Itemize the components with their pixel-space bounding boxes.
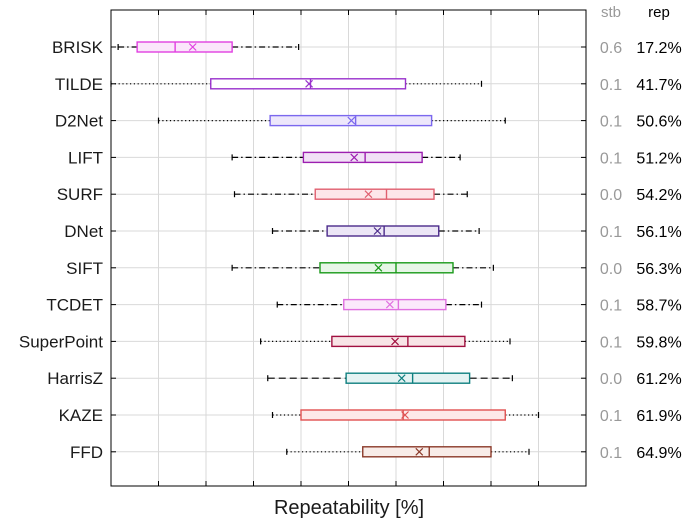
iqr-box xyxy=(331,335,466,348)
iqr-box xyxy=(136,41,233,53)
category-label: TCDET xyxy=(46,296,103,315)
category-label: BRISK xyxy=(52,38,104,57)
box-tcdet xyxy=(276,298,483,311)
category-label: TILDE xyxy=(55,75,103,94)
stb-value: 0.0 xyxy=(600,261,622,278)
iqr-box xyxy=(345,372,471,384)
mean-marker xyxy=(305,79,313,88)
category-label: D2Net xyxy=(55,112,103,131)
mean-marker xyxy=(391,337,399,346)
box-kaze xyxy=(271,409,540,421)
axis-ticks xyxy=(111,10,586,486)
boxplot-series xyxy=(110,41,540,458)
stb-value: 0.1 xyxy=(600,334,622,351)
mean-marker xyxy=(374,263,383,272)
stb-value: 0.1 xyxy=(600,408,622,425)
mean-marker xyxy=(415,447,424,456)
rep-value: 17.2% xyxy=(636,40,681,57)
mean-marker xyxy=(350,153,359,162)
box-ffd xyxy=(286,446,530,458)
iqr-box xyxy=(362,446,492,458)
rep-value: 56.1% xyxy=(636,224,681,241)
category-label: DNet xyxy=(64,222,103,241)
mean-marker xyxy=(364,190,373,199)
category-label: SURF xyxy=(57,185,103,204)
box-sift xyxy=(231,262,494,274)
mean-marker xyxy=(373,227,382,235)
category-label: SIFT xyxy=(66,259,103,278)
category-label: FFD xyxy=(70,443,103,462)
stats-columns: stb rep 0.6 17.2% 0.1 41.7% 0.1 50.6% 0.1 51.2%… xyxy=(600,4,682,462)
category-label: LIFT xyxy=(68,148,103,167)
rep-value: 56.3% xyxy=(636,261,681,278)
iqr-box xyxy=(302,151,423,164)
rep-value: 54.2% xyxy=(636,187,681,204)
category-label: KAZE xyxy=(59,406,103,425)
iqr-box xyxy=(314,188,435,200)
box-surf xyxy=(233,188,468,200)
mean-marker xyxy=(385,300,394,309)
stb-value: 0.1 xyxy=(600,150,622,167)
mean-marker xyxy=(347,116,356,125)
rep-value: 58.7% xyxy=(636,298,681,315)
rep-column-header: rep xyxy=(648,4,670,21)
stb-value: 0.0 xyxy=(600,371,622,388)
box-lift xyxy=(231,151,461,164)
rep-value: 41.7% xyxy=(636,77,681,94)
stb-value: 0.1 xyxy=(600,224,622,241)
box-harrisz xyxy=(267,372,513,384)
rep-value: 64.9% xyxy=(636,445,681,462)
rep-value: 51.2% xyxy=(636,150,681,167)
stb-value: 0.0 xyxy=(600,187,622,204)
box-brisk xyxy=(117,41,300,53)
category-label: HarrisZ xyxy=(47,369,103,388)
box-dnet xyxy=(271,225,480,237)
rep-value: 61.2% xyxy=(636,371,681,388)
stb-value: 0.6 xyxy=(600,40,622,57)
iqr-box xyxy=(319,262,454,274)
x-axis-label: Repeatability [%] xyxy=(274,497,424,519)
rep-value: 61.9% xyxy=(636,408,681,425)
mean-marker xyxy=(401,411,409,419)
mean-marker xyxy=(397,374,406,383)
category-label: SuperPoint xyxy=(19,332,103,351)
iqr-box xyxy=(210,78,407,90)
stb-value: 0.1 xyxy=(600,445,622,462)
stb-value: 0.1 xyxy=(600,114,622,131)
category-labels: BRISK TILDE D2Net LIFT SURF DNet SIFT TCDET Supe… xyxy=(19,38,104,462)
stb-value: 0.1 xyxy=(600,298,622,315)
mean-marker xyxy=(188,43,197,51)
box-d2net xyxy=(157,114,506,127)
rep-value: 59.8% xyxy=(636,334,681,351)
stb-value: 0.1 xyxy=(600,77,622,94)
iqr-box xyxy=(343,298,447,311)
iqr-box xyxy=(326,225,440,237)
rep-value: 50.6% xyxy=(636,114,681,131)
stb-column-header: stb xyxy=(601,4,621,21)
box-superpoint xyxy=(260,335,511,348)
